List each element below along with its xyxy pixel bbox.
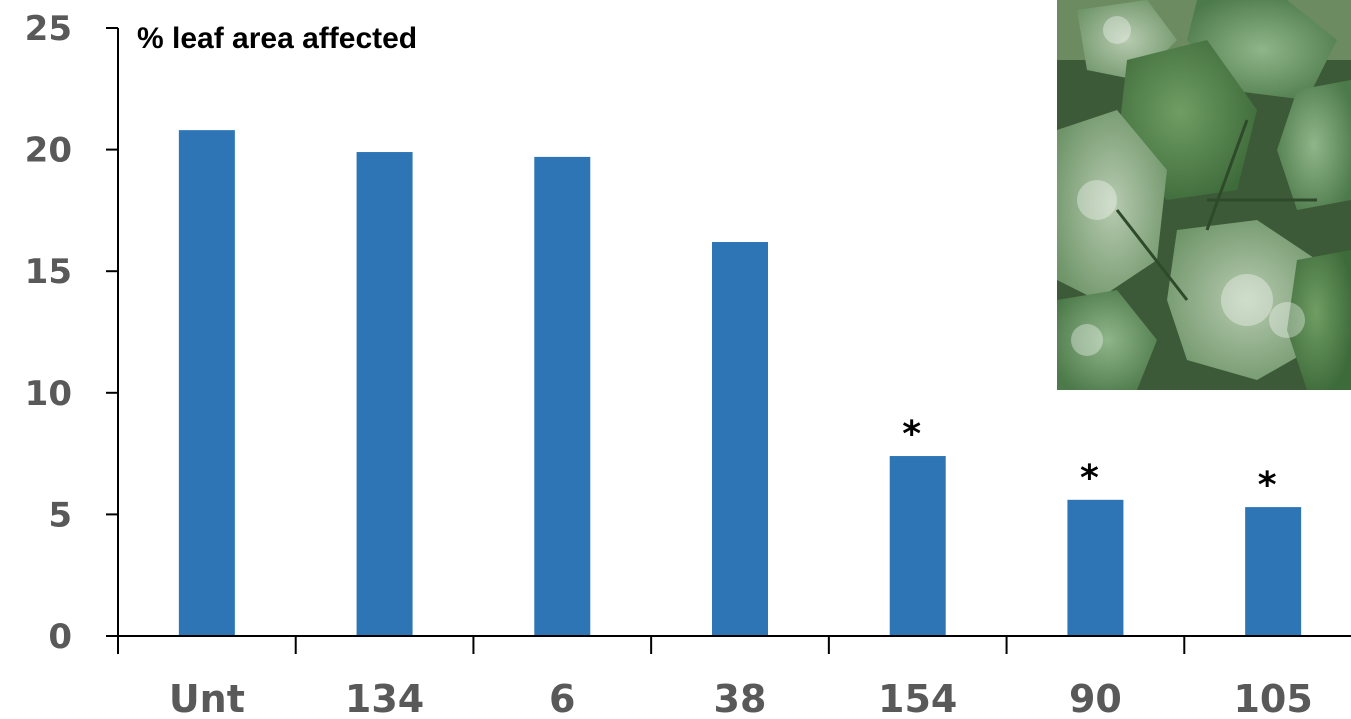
bar-134: [356, 152, 413, 637]
y-tick-label: 20: [25, 131, 72, 171]
bar-38: [712, 242, 768, 637]
x-tick-label: 105: [1233, 677, 1312, 719]
significance-markers: * * *: [902, 414, 1276, 506]
bar-6: [534, 156, 591, 636]
y-tick-label: 0: [48, 617, 72, 657]
y-tick-label: 15: [25, 252, 72, 292]
bar-105: [1245, 507, 1302, 636]
x-tick-label: 6: [549, 677, 575, 719]
y-tick-label: 10: [25, 374, 72, 414]
x-tick-label: 90: [1069, 677, 1122, 719]
bars: [178, 130, 1302, 637]
chart-title: % leaf area affected: [137, 22, 417, 55]
y-tick-label: 5: [48, 495, 72, 535]
x-axis-ticks: Unt 134 6 38 154 90 105: [117, 636, 1313, 719]
bar-154: [889, 456, 946, 636]
powdery-mildew-leaf-photo: [1057, 0, 1351, 390]
x-tick-label: 38: [714, 677, 767, 719]
y-axis-ticks: 0 5 10 15 20 25: [25, 9, 118, 657]
x-tick-label: Unt: [169, 677, 245, 719]
significance-marker: *: [1080, 458, 1099, 499]
significance-marker: *: [902, 414, 921, 455]
bar-90: [1067, 499, 1124, 636]
y-tick-label: 25: [25, 9, 72, 49]
significance-marker: *: [1258, 465, 1277, 506]
bar-Unt: [178, 130, 235, 637]
x-tick-label: 154: [878, 677, 957, 719]
x-tick-label: 134: [345, 677, 424, 719]
